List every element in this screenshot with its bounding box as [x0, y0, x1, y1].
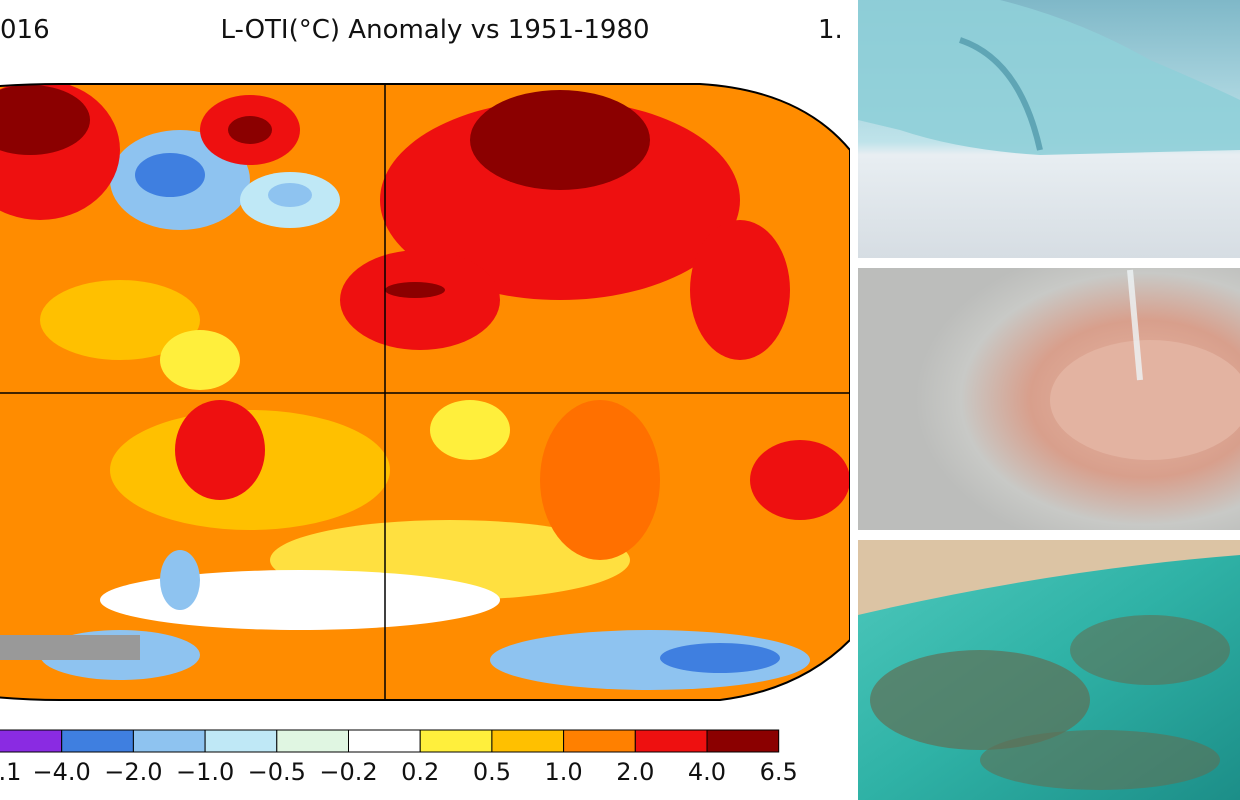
photo-hands-water — [858, 268, 1240, 530]
colorbar-label: 0.2 — [401, 758, 439, 786]
photo-ice — [858, 0, 1240, 258]
photo-reef — [858, 540, 1240, 800]
colorbar-swatch — [0, 729, 63, 753]
colorbar-swatch — [204, 729, 278, 753]
colorbar-label: −1.0 — [176, 758, 234, 786]
colorbar-label: 6.5 — [760, 758, 798, 786]
colorbar-label: 1.0 — [545, 758, 583, 786]
colorbar-label: .1 — [0, 758, 21, 786]
anomaly-map — [0, 84, 850, 700]
map-title: L-OTI(°C) Anomaly vs 1951-1980 — [220, 15, 649, 45]
colorbar-label: −0.5 — [248, 758, 306, 786]
colorbar-swatch — [706, 729, 780, 753]
colorbar-label: −0.2 — [319, 758, 377, 786]
colorbar-label: −2.0 — [104, 758, 162, 786]
colorbar-swatch — [61, 729, 134, 753]
colorbar-swatch — [348, 729, 421, 753]
colorbar-label: −4.0 — [33, 758, 91, 786]
colorbar-label: 0.5 — [473, 758, 511, 786]
colorbar-swatch — [491, 729, 565, 753]
colorbar-label: 2.0 — [616, 758, 654, 786]
colorbar: .1 −4.0 −2.0 −1.0 −0.5 −0.2 0.2 0.5 1.0 2.0 4.0 6.5 — [0, 729, 798, 786]
colorbar-swatch — [634, 729, 708, 753]
colorbar-swatch — [276, 729, 349, 753]
divider — [850, 0, 858, 800]
header-value: 1. — [818, 15, 843, 45]
colorbar-swatch — [563, 729, 636, 753]
header-year: 016 — [0, 15, 50, 45]
colorbar-label: 4.0 — [688, 758, 726, 786]
colorbar-swatch — [132, 729, 206, 753]
colorbar-swatch — [419, 729, 493, 753]
